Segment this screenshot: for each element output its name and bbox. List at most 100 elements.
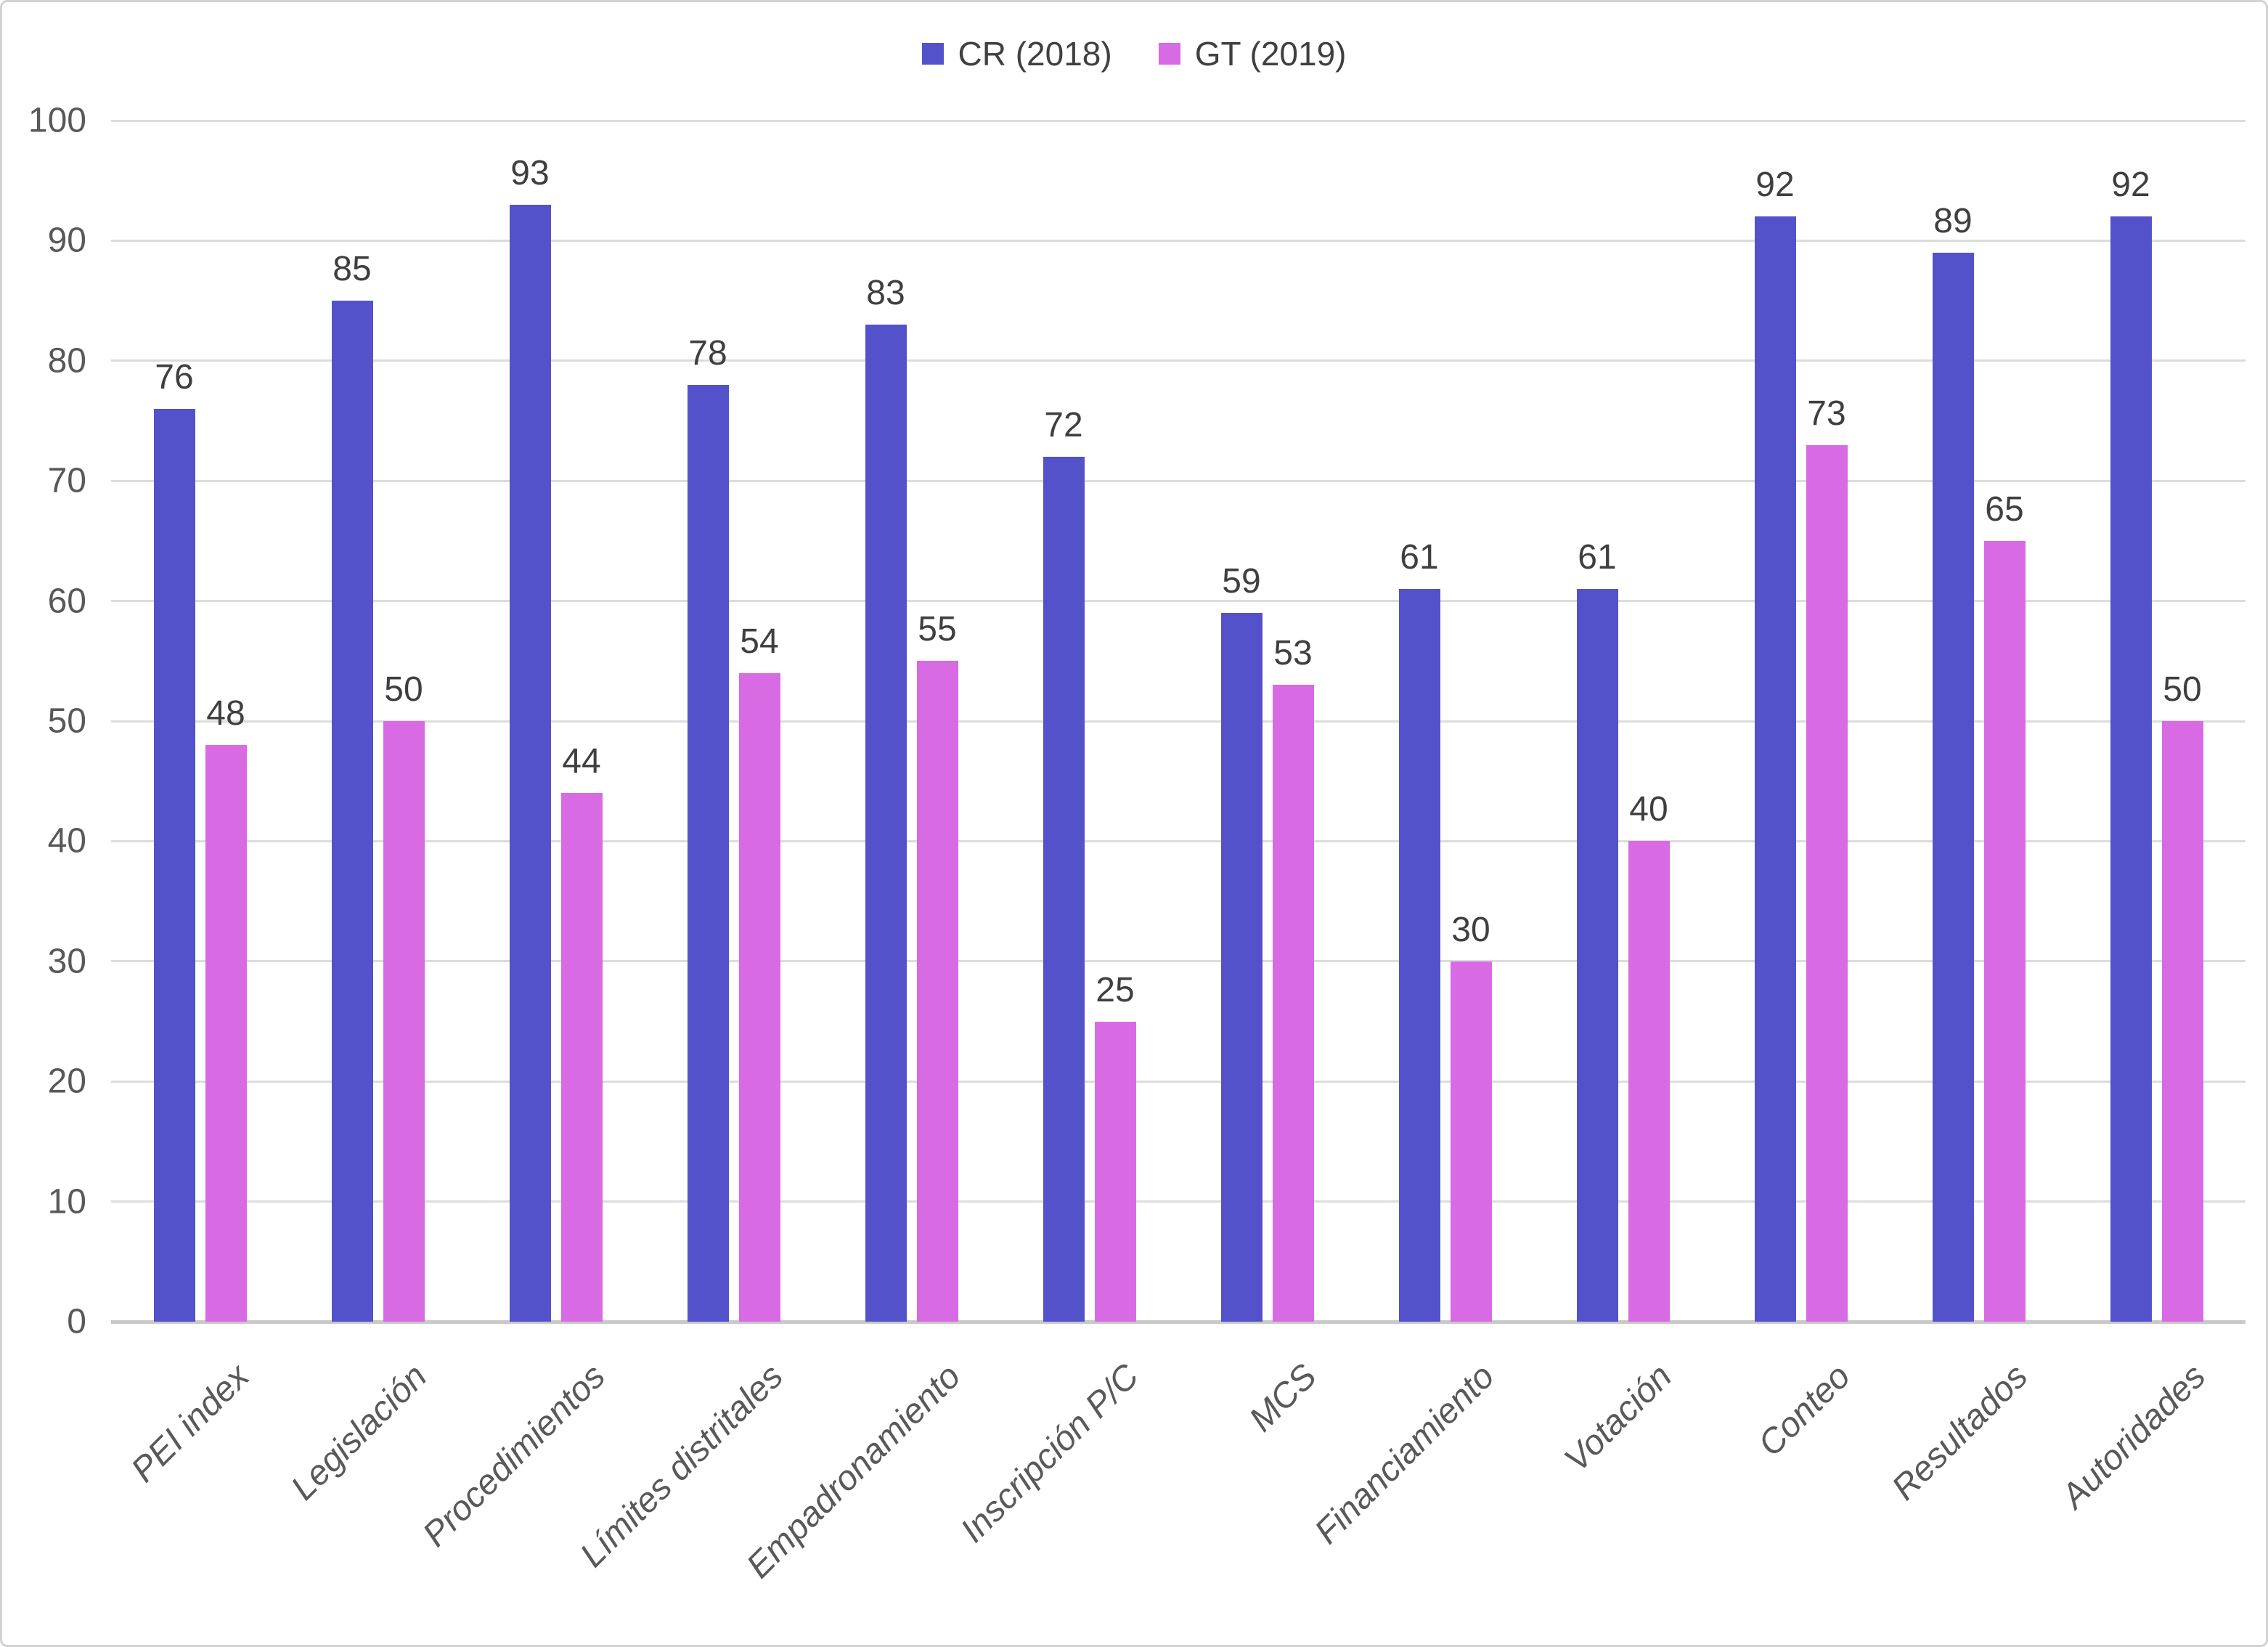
value-label: 30: [1451, 910, 1490, 949]
bar: 30: [1450, 911, 1492, 1322]
legend-label-cr-2018: CR (2018): [958, 35, 1112, 73]
category-group: 72 25 Inscripción P/C: [953, 121, 1178, 1550]
x-category-label: Financiamiento: [1308, 1357, 1502, 1552]
value-label: 89: [1933, 201, 1973, 240]
bar-pair: 92 73: [1712, 121, 1890, 1322]
bar: 44: [560, 742, 603, 1322]
bar: 54: [738, 622, 780, 1322]
value-label: 83: [866, 274, 905, 313]
gridline: [111, 600, 2245, 603]
value-label: 48: [206, 694, 245, 733]
value-label: 92: [2111, 166, 2150, 205]
legend: CR (2018) GT (2019): [2, 34, 2266, 73]
gridline: [111, 119, 2245, 122]
bar-pair: 59 53: [1178, 121, 1356, 1322]
value-label: 44: [562, 742, 601, 781]
bar: 83: [865, 274, 907, 1322]
value-label: 50: [384, 670, 423, 709]
bar-pair: 89 65: [1890, 121, 2068, 1322]
bar-pair: 76 48: [111, 121, 289, 1322]
x-axis-line: [111, 1319, 2245, 1324]
y-tick-label: 20: [47, 1062, 86, 1101]
x-category-label: MCS: [1241, 1357, 1324, 1439]
x-category-label: PEI index: [123, 1357, 257, 1490]
bar: 50: [2161, 670, 2203, 1322]
legend-label-gt-2019: GT (2019): [1194, 35, 1347, 73]
y-tick-label: 60: [47, 582, 86, 621]
value-label: 61: [1400, 538, 1439, 577]
y-tick-label: 100: [28, 101, 86, 140]
y-tick-label: 90: [47, 221, 86, 260]
value-label: 93: [510, 153, 550, 192]
value-label: 61: [1578, 538, 1617, 577]
bar: 61: [1398, 538, 1440, 1322]
category-group: 61 40 Votación: [1534, 121, 1712, 1479]
bar-pair: 78 54: [645, 121, 823, 1322]
x-category-label: Inscripción P/C: [953, 1357, 1146, 1550]
category-group: 76 48 PEI index: [111, 121, 289, 1489]
bar: 72: [1043, 406, 1085, 1322]
legend-item-cr-2018: CR (2018): [921, 34, 1112, 73]
value-label: 53: [1273, 634, 1313, 673]
value-label: 85: [333, 250, 372, 289]
value-label: 54: [740, 622, 779, 661]
bar: 48: [205, 694, 247, 1322]
category-group: 93 44 Procedimientos: [415, 121, 645, 1554]
y-tick-label: 40: [47, 821, 86, 861]
value-label: 92: [1755, 166, 1795, 205]
bar-pair: 92 50: [2068, 121, 2245, 1322]
plot-area: 0 10 20 30 40 50 60 70 80 90 100 76 48 PEI index 85 50 L…: [28, 102, 2245, 1586]
bar-pair: 93 44: [467, 121, 645, 1322]
value-label: 25: [1096, 970, 1135, 1009]
category-group: 89 65 Resultados: [1885, 121, 2068, 1508]
bar-pair: 72 25: [1000, 121, 1178, 1322]
y-tick-label: 70: [47, 461, 86, 500]
value-label: 73: [1807, 394, 1846, 433]
x-category-label: Conteo: [1750, 1357, 1858, 1464]
value-label: 76: [155, 357, 194, 396]
x-category-label: Votación: [1557, 1357, 1680, 1480]
gridline: [111, 1080, 2245, 1083]
x-category-label: Legislación: [284, 1357, 435, 1508]
bar: 78: [687, 334, 729, 1322]
gridline: [111, 479, 2245, 482]
bar: 61: [1576, 538, 1618, 1322]
bar: 76: [153, 358, 195, 1322]
bar: 85: [331, 250, 373, 1322]
y-tick-label: 50: [47, 702, 86, 741]
value-label: 50: [2163, 670, 2202, 709]
bar: 53: [1272, 634, 1314, 1322]
bar: 73: [1806, 394, 1848, 1322]
legend-item-gt-2019: GT (2019): [1158, 34, 1347, 73]
gridline: [111, 960, 2245, 963]
value-label: 59: [1222, 562, 1261, 601]
y-tick-label: 0: [67, 1302, 86, 1341]
category-group: 61 30 Financiamiento: [1308, 121, 1534, 1551]
bar: 92: [1754, 166, 1796, 1322]
bar-pair: 85 50: [289, 121, 467, 1322]
bar: 92: [2110, 166, 2152, 1322]
bar: 89: [1932, 202, 1974, 1322]
bar: 65: [1983, 490, 2026, 1322]
category-group: 83 55 Empadronamiento: [740, 121, 1000, 1585]
x-category-label: Procedimientos: [415, 1357, 613, 1555]
y-tick-label: 80: [47, 341, 86, 381]
bar-pair: 61 30: [1356, 121, 1534, 1322]
y-tick-label: 30: [47, 942, 86, 981]
value-label: 40: [1629, 790, 1668, 829]
gridline: [111, 239, 2245, 242]
bar: 50: [383, 670, 425, 1322]
category-group: 78 54 Límites distritales: [573, 121, 823, 1574]
x-category-label: Resultados: [1885, 1357, 2036, 1508]
value-label: 72: [1044, 406, 1083, 445]
category-group: 85 50 Legislación: [284, 121, 467, 1508]
value-label: 65: [1985, 489, 2024, 529]
x-category-label: Autoridades: [2055, 1357, 2214, 1516]
category-group: 59 53 MCS: [1178, 121, 1356, 1439]
bar-pair: 61 40: [1534, 121, 1712, 1322]
value-label: 78: [688, 333, 727, 373]
gridline: [111, 1200, 2245, 1203]
y-tick-label: 10: [47, 1182, 86, 1221]
bar: 93: [509, 154, 551, 1322]
bar: 40: [1628, 790, 1670, 1322]
